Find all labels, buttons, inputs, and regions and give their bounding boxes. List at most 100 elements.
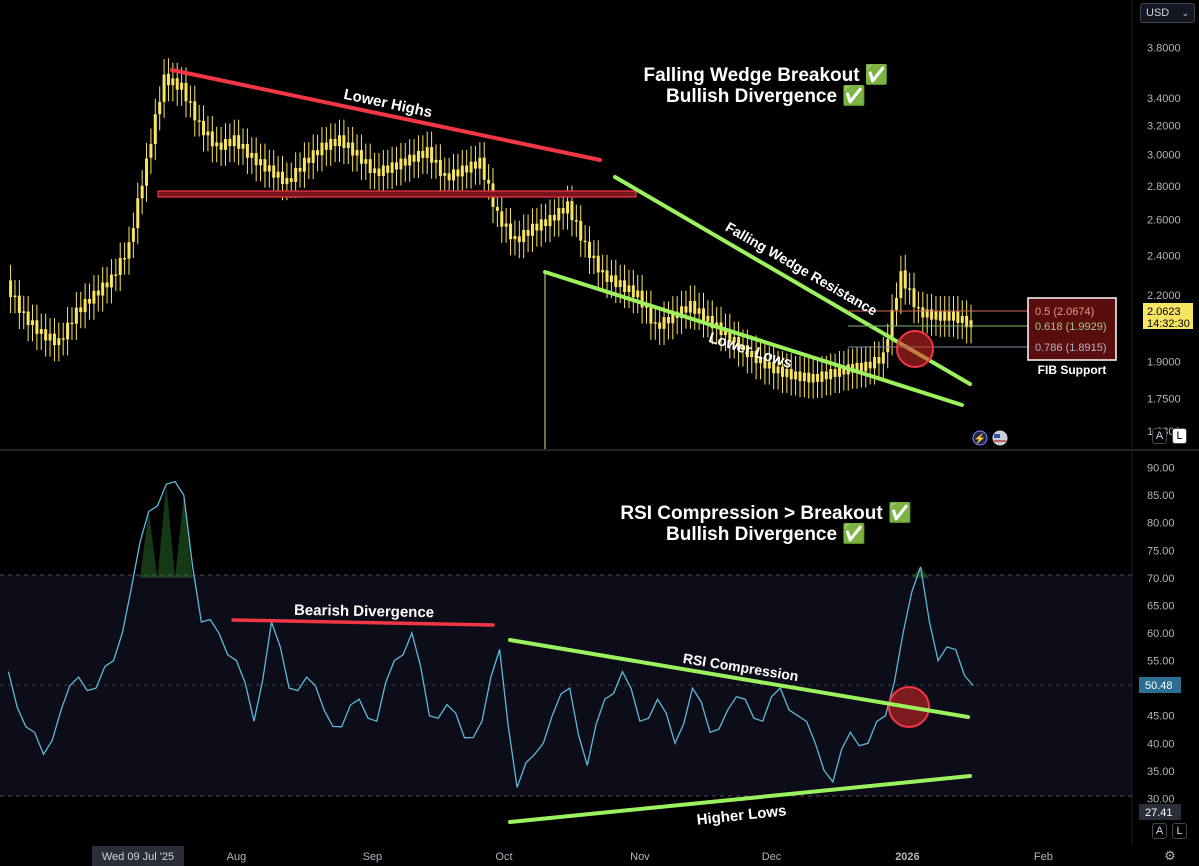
candle-body xyxy=(162,74,166,102)
rsi-tick-label: 90.00 xyxy=(1147,463,1175,475)
price-log-scale-button[interactable]: L xyxy=(1172,428,1187,444)
price-tick-label: 3.8000 xyxy=(1147,43,1181,55)
candle-body xyxy=(289,178,293,182)
candle-body xyxy=(298,167,302,172)
candle-body xyxy=(916,306,920,309)
price-tick-label: 2.4000 xyxy=(1147,251,1181,263)
candle-body xyxy=(202,120,206,136)
price-auto-scale-button[interactable]: A xyxy=(1152,428,1167,444)
price-tick-label: 2.2000 xyxy=(1147,290,1181,302)
candle-body xyxy=(662,317,666,329)
rsi-tick-label: 60.00 xyxy=(1147,628,1175,640)
rsi-tick-label: 30.00 xyxy=(1147,793,1175,805)
candle-body xyxy=(723,329,727,336)
candle-body xyxy=(921,307,925,318)
candle-body xyxy=(824,371,828,380)
higher-lows-label: Higher Lows xyxy=(696,802,787,828)
flag-icon-stripe xyxy=(994,434,1000,438)
candle-body xyxy=(92,290,96,304)
candle-body xyxy=(693,300,697,314)
bearish-divergence-label: Bearish Divergence xyxy=(294,602,434,621)
lightning-icon[interactable] xyxy=(972,430,988,446)
candle-body xyxy=(855,362,859,373)
candle-body xyxy=(250,152,254,158)
candle-body xyxy=(653,322,657,324)
candle-body xyxy=(741,345,745,351)
fib-support-label: FIB Support xyxy=(1038,363,1107,377)
candle-body xyxy=(478,157,482,169)
price-axis: 3.8000 3.4000 3.2000 3.0000 2.8000 2.6000 2.40… xyxy=(1147,43,1181,438)
gear-icon[interactable]: ⚙ xyxy=(1164,848,1176,863)
candle-body xyxy=(601,270,605,273)
rsi-tick-label: 85.00 xyxy=(1147,490,1175,502)
candle-body xyxy=(908,288,912,290)
candle-body xyxy=(684,306,688,313)
candle-body xyxy=(469,161,473,173)
candle-body xyxy=(118,257,122,275)
candle-body xyxy=(473,161,477,169)
candle-body xyxy=(245,144,249,158)
candle-body xyxy=(627,285,631,292)
candle-body xyxy=(131,228,135,242)
candle-body xyxy=(579,220,583,241)
candle-body xyxy=(285,177,289,185)
candle-body xyxy=(74,307,78,324)
candle-body xyxy=(447,173,451,181)
candle-body xyxy=(899,271,903,299)
candle-body xyxy=(517,236,521,243)
lightning-glyph: ⚡ xyxy=(974,432,986,445)
candle-body xyxy=(83,298,87,313)
rsi-tick-label: 55.00 xyxy=(1147,656,1175,668)
candle-body xyxy=(631,285,635,298)
candle-body xyxy=(873,357,877,369)
candle-body xyxy=(666,317,670,324)
rsi-line xyxy=(7,480,974,788)
candle-body xyxy=(88,298,92,304)
candle-body xyxy=(109,274,113,288)
candle-body xyxy=(482,157,486,180)
candle-body xyxy=(530,223,534,236)
candle-body xyxy=(789,369,793,380)
candle-body xyxy=(219,142,223,150)
candle-body xyxy=(500,211,504,227)
rsi-tick-label: 80.00 xyxy=(1147,518,1175,530)
time-tick-label: 2026 xyxy=(895,851,919,863)
time-axis: Aug Sep Oct Nov Dec 2026 Feb xyxy=(227,851,1053,863)
candle-body xyxy=(408,154,412,166)
candle-body xyxy=(706,315,710,322)
candle-body xyxy=(145,158,149,186)
candle-body xyxy=(570,201,574,221)
candle-body xyxy=(259,159,263,166)
candle-body xyxy=(377,168,381,177)
candle-body xyxy=(930,309,934,320)
candle-body xyxy=(136,198,140,229)
candle-body xyxy=(338,135,342,147)
currency-selector[interactable]: USD ⌄ xyxy=(1140,3,1195,23)
candle-series xyxy=(9,58,973,399)
candle-body xyxy=(127,242,131,259)
candle-body xyxy=(561,208,565,214)
candle-body xyxy=(421,150,425,158)
candle-body xyxy=(105,282,109,288)
candle-body xyxy=(780,366,784,377)
candle-body xyxy=(649,306,653,324)
candle-body xyxy=(206,131,210,136)
candle-body xyxy=(745,345,749,358)
candle-body xyxy=(386,165,390,173)
rsi-auto-scale-button[interactable]: A xyxy=(1152,823,1167,839)
candle-body xyxy=(548,214,552,227)
candle-body xyxy=(13,295,17,298)
candle-body xyxy=(210,131,214,147)
candle-body xyxy=(438,159,442,176)
candle-body xyxy=(329,138,333,150)
candle-body xyxy=(509,223,513,240)
candle-body xyxy=(557,208,561,221)
candle-body xyxy=(166,73,170,86)
rsi-log-scale-button[interactable]: L xyxy=(1172,823,1187,839)
fib-level-0-786-label: 0.786 (1.8915) xyxy=(1035,342,1107,354)
candle-body xyxy=(614,275,618,288)
candle-body xyxy=(223,138,227,150)
candle-body xyxy=(193,101,197,121)
price-tick-label: 2.6000 xyxy=(1147,214,1181,226)
